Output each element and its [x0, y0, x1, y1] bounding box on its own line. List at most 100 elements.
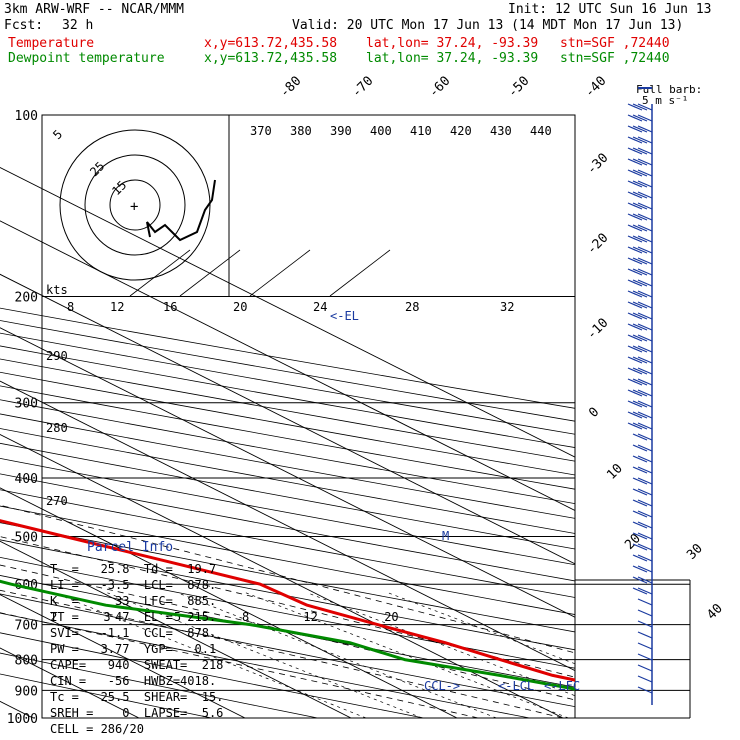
- theta-label: 420: [450, 124, 472, 138]
- isotherm-line: [0, 273, 575, 565]
- wind-barb: [637, 444, 653, 452]
- wind-barb: [632, 114, 648, 122]
- wind-barb: [637, 345, 653, 353]
- dry-adiabat: [0, 652, 318, 718]
- wind-barb: [627, 191, 643, 199]
- wind-barb: [627, 169, 643, 177]
- init-time: Init: 12 UTC Sun 16 Jun 13: [508, 2, 712, 17]
- wind-barb: [627, 103, 643, 111]
- hodograph-ring: [59, 129, 211, 281]
- wind-barb: [627, 367, 643, 375]
- mixing-ratio-line: [388, 592, 575, 665]
- wind-barb: [627, 411, 643, 419]
- theta-label: 370: [250, 124, 272, 138]
- wind-barb: [632, 510, 648, 518]
- dry-adiabat: [0, 332, 575, 435]
- wind-barb: [632, 345, 648, 353]
- temperature-latlon: lat,lon= 37.24, -93.39: [366, 36, 539, 51]
- speed-scale-label: 12: [110, 300, 124, 314]
- hodograph-ring-label: 25: [87, 159, 107, 179]
- wind-barb: [632, 202, 648, 210]
- wind-barb: [637, 510, 653, 518]
- dry-adiabat: [0, 556, 575, 669]
- temperature-legend-label: Temperature: [8, 36, 95, 51]
- temperature-station: stn=SGF ,72440: [560, 36, 670, 51]
- wind-barb: [637, 642, 653, 650]
- speed-scale-line: [329, 249, 391, 297]
- wind-barb: [637, 598, 653, 606]
- wind-barb: [637, 323, 653, 331]
- speed-scale-label: 28: [405, 300, 419, 314]
- wind-barb: [637, 631, 653, 639]
- mixing-ratio-label: 3: [103, 610, 110, 624]
- parcel-info-row: SVI= -1.1 CCL= 878.: [50, 626, 217, 640]
- speed-scale-label: 16: [163, 300, 177, 314]
- isotherm-line: [0, 167, 575, 458]
- dry-adiabat: [0, 539, 575, 651]
- hodograph-center: +: [130, 199, 138, 215]
- wind-barb: [637, 136, 653, 144]
- dry-adiabat: [0, 612, 530, 718]
- wind-barb: [632, 191, 648, 199]
- wind-barb: [637, 356, 653, 364]
- wind-barb: [632, 224, 648, 232]
- model-title: 3km ARW-WRF -- NCAR/MMM: [4, 2, 185, 17]
- dry-adiabat: [0, 505, 575, 615]
- parcel-info-row: CAPE= 940 SWEAT= 218: [50, 658, 224, 672]
- wind-barb: [637, 169, 653, 177]
- pressure-tick-label: 900: [15, 684, 38, 699]
- wind-barb: [632, 477, 648, 485]
- wind-barb: [627, 257, 643, 265]
- wind-barb: [627, 125, 643, 133]
- pressure-tick-label: 100: [15, 109, 38, 124]
- wind-barb: [627, 400, 643, 408]
- wind-barb: [627, 323, 643, 331]
- hodograph-ring: [84, 154, 186, 256]
- wind-barb: [637, 257, 653, 265]
- mixing-ratio-label: 20: [384, 610, 398, 624]
- wind-barb: [632, 301, 648, 309]
- wind-barb: [637, 609, 653, 617]
- wind-barb: [627, 180, 643, 188]
- isotherm-label: -20: [584, 231, 611, 258]
- wind-barb: [637, 455, 653, 463]
- wind-barb: [627, 334, 643, 342]
- isotherm-label: -50: [505, 74, 532, 101]
- hodograph-ring-label: 5: [50, 127, 65, 142]
- wind-barb: [632, 554, 648, 562]
- wind-barb: [632, 367, 648, 375]
- wind-barb: [632, 455, 648, 463]
- wind-barb: [637, 367, 653, 375]
- wind-barb: [632, 290, 648, 298]
- wind-barb: [627, 114, 643, 122]
- mixing-ratio-line: [107, 592, 423, 718]
- isotherm-line: [0, 594, 246, 718]
- theta-label: 400: [370, 124, 392, 138]
- wind-barb: [632, 444, 648, 452]
- wind-barb: [627, 246, 643, 254]
- wind-barb: [637, 477, 653, 485]
- wind-barb: [637, 290, 653, 298]
- speed-scale-line: [179, 249, 241, 297]
- parcel-info-row: CELL = 286/20: [50, 722, 144, 736]
- wind-barb: [632, 543, 648, 551]
- dewpoint-curve: [0, 579, 575, 691]
- theta-label: 270: [46, 494, 68, 508]
- wind-barb: [632, 499, 648, 507]
- parcel-info-row: Tc = 25.5 SHEAR= 15.: [50, 690, 224, 704]
- wind-barb: [637, 620, 653, 628]
- mixing-ratio-label: 8: [242, 610, 249, 624]
- wind-barb: [627, 290, 643, 298]
- pressure-tick-label: 200: [15, 291, 38, 306]
- speed-scale-label: 32: [500, 300, 514, 314]
- dry-adiabat: [0, 673, 212, 718]
- wind-barb: [632, 433, 648, 441]
- dewpoint-legend-label: Dewpoint temperature: [8, 51, 165, 66]
- isotherm-label: -10: [584, 316, 611, 343]
- wind-barb: [632, 279, 648, 287]
- wind-barb: [632, 158, 648, 166]
- isotherm-label: 40: [704, 601, 726, 623]
- wind-barb: [632, 103, 648, 111]
- wind-barb: [632, 521, 648, 529]
- wind-barb: [637, 433, 653, 441]
